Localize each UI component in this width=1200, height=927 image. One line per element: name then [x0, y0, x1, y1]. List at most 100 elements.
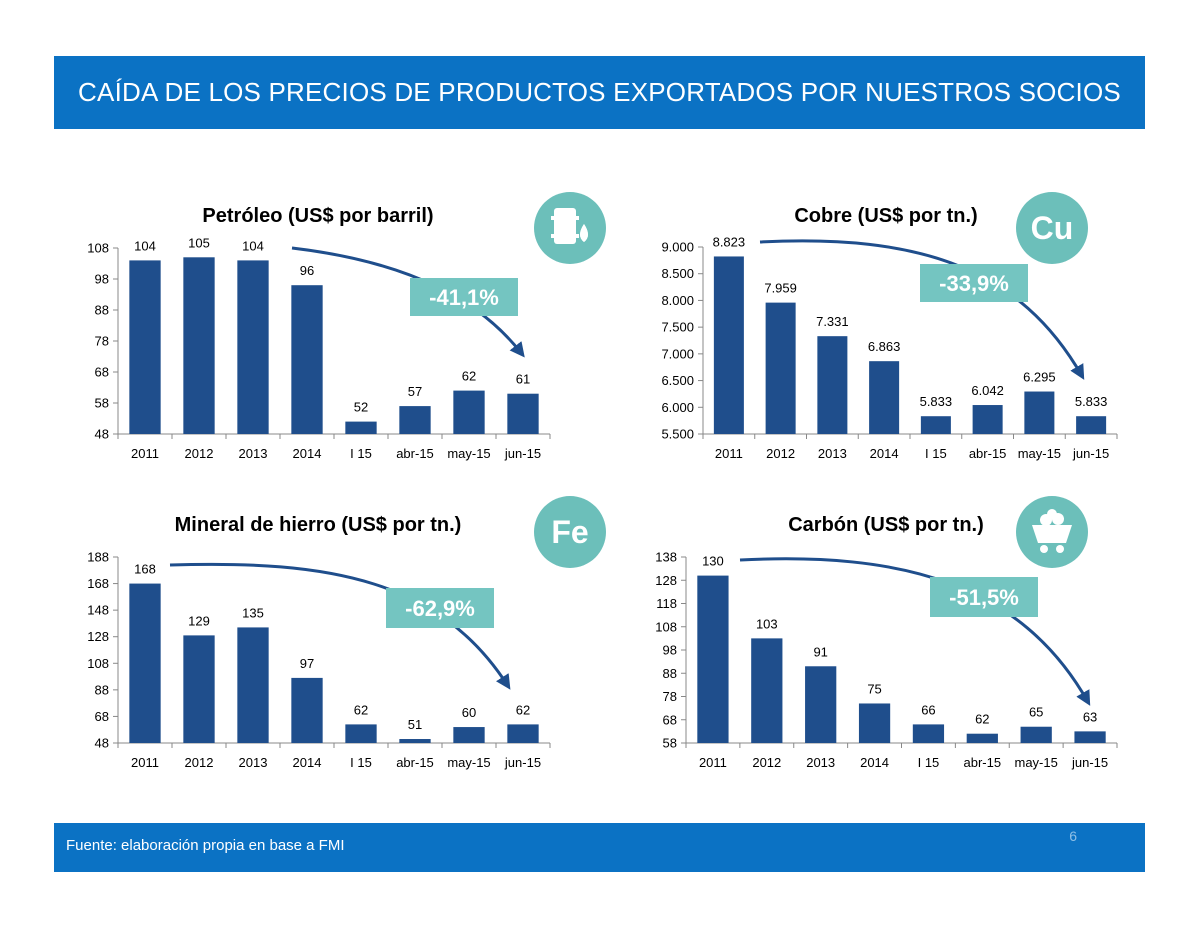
bar	[507, 724, 539, 743]
chart-petroleo: Petróleo (US$ por barril) 48 58 68 78 88 98 108…	[87, 192, 606, 461]
data-label: 130	[702, 554, 724, 569]
slide-title: CAÍDA DE LOS PRECIOS DE PRODUCTOS EXPORT…	[78, 77, 1121, 107]
data-label: 62	[462, 369, 476, 384]
bar	[453, 727, 485, 743]
y-tick-label: 7.500	[661, 320, 694, 335]
data-label: 57	[408, 384, 422, 399]
bar	[183, 635, 215, 743]
data-label: 91	[813, 644, 827, 659]
x-tick-label: may-15	[447, 755, 490, 770]
x-tick-label: 2013	[806, 755, 835, 770]
x-tick-label: 2011	[131, 755, 159, 770]
x-tick-label: 2011	[131, 446, 159, 461]
y-tick-label: 88	[95, 303, 109, 318]
y-tick-label: 68	[663, 712, 677, 727]
change-badge	[920, 264, 1028, 302]
x-tick-label: jun-15	[504, 446, 541, 461]
bar	[399, 406, 431, 434]
data-label: 168	[134, 562, 156, 577]
y-tick-label: 7.000	[661, 346, 694, 361]
bar	[237, 260, 269, 434]
x-tick-label: 2012	[766, 446, 795, 461]
data-label: 75	[867, 681, 881, 696]
y-tick-label: 118	[656, 596, 677, 611]
data-label: 129	[188, 613, 210, 628]
x-tick-label: abr-15	[396, 446, 434, 461]
chart-title: Cobre (US$ por tn.)	[794, 205, 977, 227]
x-tick-label: I 15	[350, 446, 372, 461]
bar	[972, 405, 1003, 434]
chart-title: Mineral de hierro (US$ por tn.)	[175, 514, 462, 536]
data-label: 66	[921, 702, 935, 717]
y-tick-label: 6.000	[661, 400, 694, 415]
bar	[507, 393, 539, 434]
y-tick-label: 168	[87, 576, 109, 591]
x-tick-label: may-15	[1015, 755, 1058, 770]
x-tick-label: 2014	[293, 446, 322, 461]
data-label: 65	[1029, 705, 1043, 720]
data-label: 8.823	[713, 234, 746, 249]
data-label: 62	[975, 712, 989, 727]
iron-element-icon-badge	[534, 496, 606, 568]
bar	[237, 627, 269, 743]
data-label: 104	[134, 238, 156, 253]
bar	[129, 583, 161, 743]
data-label: 51	[408, 717, 422, 732]
bar	[1074, 731, 1106, 743]
chart-title: Carbón (US$ por tn.)	[788, 514, 984, 536]
y-tick-label: 188	[87, 550, 109, 565]
data-label: 6.863	[868, 339, 901, 354]
page-number: 6	[1069, 828, 1077, 844]
slide-footer: Fuente: elaboración propia en base a FMI…	[54, 823, 1145, 872]
y-tick-label: 78	[663, 689, 677, 704]
slide-header: CAÍDA DE LOS PRECIOS DE PRODUCTOS EXPORT…	[54, 56, 1145, 129]
change-badge-label: -41,1%	[429, 285, 499, 310]
x-tick-label: I 15	[918, 755, 940, 770]
change-badge	[386, 588, 494, 628]
data-label: 104	[242, 238, 264, 253]
y-tick-label: 108	[87, 656, 109, 671]
data-label: 5.833	[1075, 394, 1108, 409]
x-tick-label: 2013	[239, 755, 268, 770]
data-label: 62	[354, 702, 368, 717]
trend-arrow	[169, 562, 511, 690]
x-tick-label: jun-15	[504, 755, 541, 770]
oil-barrel-icon	[551, 208, 588, 244]
x-tick-label: 2012	[185, 755, 214, 770]
y-tick-label: 5.500	[661, 427, 694, 442]
y-tick-label: 128	[87, 629, 109, 644]
x-tick-label: 2012	[185, 446, 214, 461]
y-tick-label: 58	[663, 736, 677, 751]
x-tick-label: 2014	[293, 755, 322, 770]
data-label: 7.331	[816, 314, 849, 329]
x-tick-label: 2012	[752, 755, 781, 770]
bar	[453, 390, 485, 434]
y-tick-label: 138	[655, 550, 677, 565]
data-label: 7.959	[764, 281, 797, 296]
chart-cobre: Cobre (US$ por tn.) 5.500 6.000 6.500 7.000 7…	[661, 192, 1118, 461]
y-tick-label: 9.000	[661, 240, 694, 255]
change-badge-label: -62,9%	[405, 596, 475, 621]
x-tick-label: I 15	[925, 446, 947, 461]
y-tick-label: 68	[95, 709, 109, 724]
x-tick-label: abr-15	[969, 446, 1007, 461]
y-tick-label: 8.500	[661, 266, 694, 281]
data-label: 105	[188, 235, 210, 250]
bar	[1020, 726, 1052, 743]
x-tick-label: 2014	[860, 755, 889, 770]
x-tick-label: 2013	[818, 446, 847, 461]
x-tick-label: may-15	[1018, 446, 1061, 461]
bar	[751, 638, 783, 743]
bar	[129, 260, 161, 434]
bar	[697, 575, 729, 743]
y-tick-label: 108	[87, 241, 109, 256]
data-label: 6.295	[1023, 370, 1056, 385]
data-label: 63	[1083, 709, 1097, 724]
bar	[713, 256, 744, 434]
data-label: 103	[756, 616, 778, 631]
trend-arrow	[759, 239, 1085, 380]
y-tick-label: 48	[95, 736, 109, 751]
bar	[1076, 416, 1107, 434]
data-label: 135	[242, 605, 264, 620]
